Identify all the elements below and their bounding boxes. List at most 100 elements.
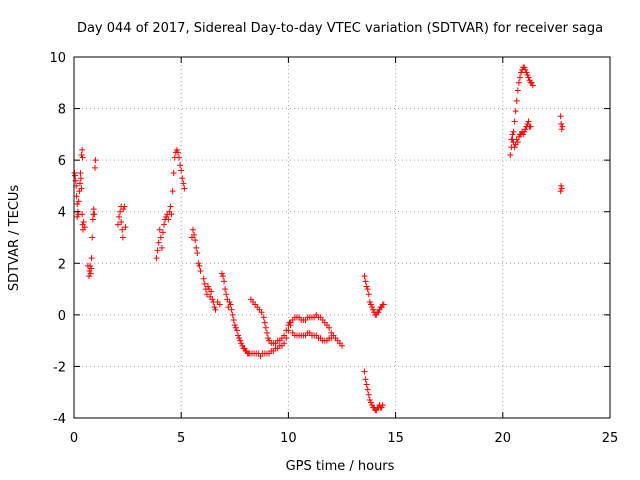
data-point (528, 79, 535, 86)
y-axis-label: SDTVAR / TECUs (7, 185, 22, 292)
data-point (79, 146, 86, 153)
data-point (212, 306, 219, 313)
data-point (88, 255, 95, 262)
axis-ticks: 0 5 10 15 20 25 -4 -2 0 2 4 6 8 10 (49, 51, 618, 446)
data-point (165, 216, 172, 223)
data-point (91, 211, 98, 218)
data-point (559, 123, 566, 130)
data-point (191, 231, 198, 238)
data-point (507, 151, 514, 158)
data-point (158, 244, 165, 251)
data-point (375, 309, 382, 316)
data-point (369, 304, 376, 311)
data-point (366, 396, 373, 403)
data-point (328, 335, 335, 342)
data-point (557, 113, 564, 120)
data-point (379, 402, 386, 409)
y-tick-label: 10 (49, 51, 66, 66)
data-point (361, 273, 368, 280)
plot-area-frame (73, 56, 611, 419)
data-point (122, 224, 129, 231)
data-point (77, 180, 84, 187)
x-tick-label: 15 (387, 431, 404, 446)
data-point (258, 309, 265, 316)
data-point (200, 275, 207, 282)
data-point (364, 386, 371, 393)
data-point (261, 319, 268, 326)
data-point (84, 262, 91, 269)
data-point (180, 180, 187, 187)
data-point (169, 188, 176, 195)
data-point (523, 69, 530, 76)
data-point (209, 296, 216, 303)
data-point (78, 185, 85, 192)
data-point (525, 118, 532, 125)
x-tick-label: 5 (177, 431, 185, 446)
data-point (189, 226, 196, 233)
data-point (522, 126, 529, 133)
data-point (238, 340, 245, 347)
data-point (522, 66, 529, 73)
data-point (514, 139, 521, 146)
data-point (80, 219, 87, 226)
data-point (516, 74, 523, 81)
data-point (367, 399, 374, 406)
data-point (89, 216, 96, 223)
x-tick-label: 20 (495, 431, 512, 446)
data-point (90, 206, 97, 213)
data-point (521, 64, 528, 71)
data-point (154, 247, 161, 254)
data-point (511, 118, 518, 125)
data-point (527, 123, 534, 130)
data-point (74, 213, 81, 220)
data-point (231, 322, 238, 329)
data-point (521, 128, 528, 135)
data-point (77, 170, 84, 177)
data-point (281, 340, 288, 347)
data-point (558, 185, 565, 192)
data-point (177, 162, 184, 169)
data-point (260, 314, 267, 321)
data-point (362, 376, 369, 383)
data-point (281, 332, 288, 339)
data-point (73, 193, 80, 200)
data-point (283, 327, 290, 334)
data-point (509, 131, 516, 138)
data-point (370, 306, 377, 313)
data-point (117, 208, 124, 215)
data-point (363, 283, 370, 290)
data-point (181, 185, 188, 192)
data-point (367, 301, 374, 308)
data-point (265, 335, 272, 342)
data-point (237, 337, 244, 344)
data-point (79, 154, 86, 161)
y-tick-label: 0 (58, 309, 66, 324)
data-point (230, 317, 237, 324)
data-point (192, 237, 199, 244)
data-point (79, 211, 86, 218)
data-point (116, 213, 123, 220)
data-point (157, 234, 164, 241)
data-point (287, 319, 294, 326)
data-point (211, 304, 218, 311)
chart-title: Day 044 of 2017, Sidereal Day-to-day VTE… (77, 21, 603, 36)
data-point (87, 270, 94, 277)
data-point (119, 234, 126, 241)
data-point (236, 335, 243, 342)
data-point (380, 301, 387, 308)
data-point (218, 270, 225, 277)
y-tick-label: 4 (58, 206, 66, 221)
data-point (208, 288, 215, 295)
data-point (179, 175, 186, 182)
data-point (75, 198, 82, 205)
data-point (233, 327, 240, 334)
data-points (71, 64, 566, 414)
data-point (178, 167, 185, 174)
data-point (195, 260, 202, 267)
data-point (518, 69, 525, 76)
data-point (170, 170, 177, 177)
x-tick-label: 10 (280, 431, 297, 446)
data-point (156, 226, 163, 233)
data-point (223, 291, 230, 298)
data-point (194, 249, 201, 256)
